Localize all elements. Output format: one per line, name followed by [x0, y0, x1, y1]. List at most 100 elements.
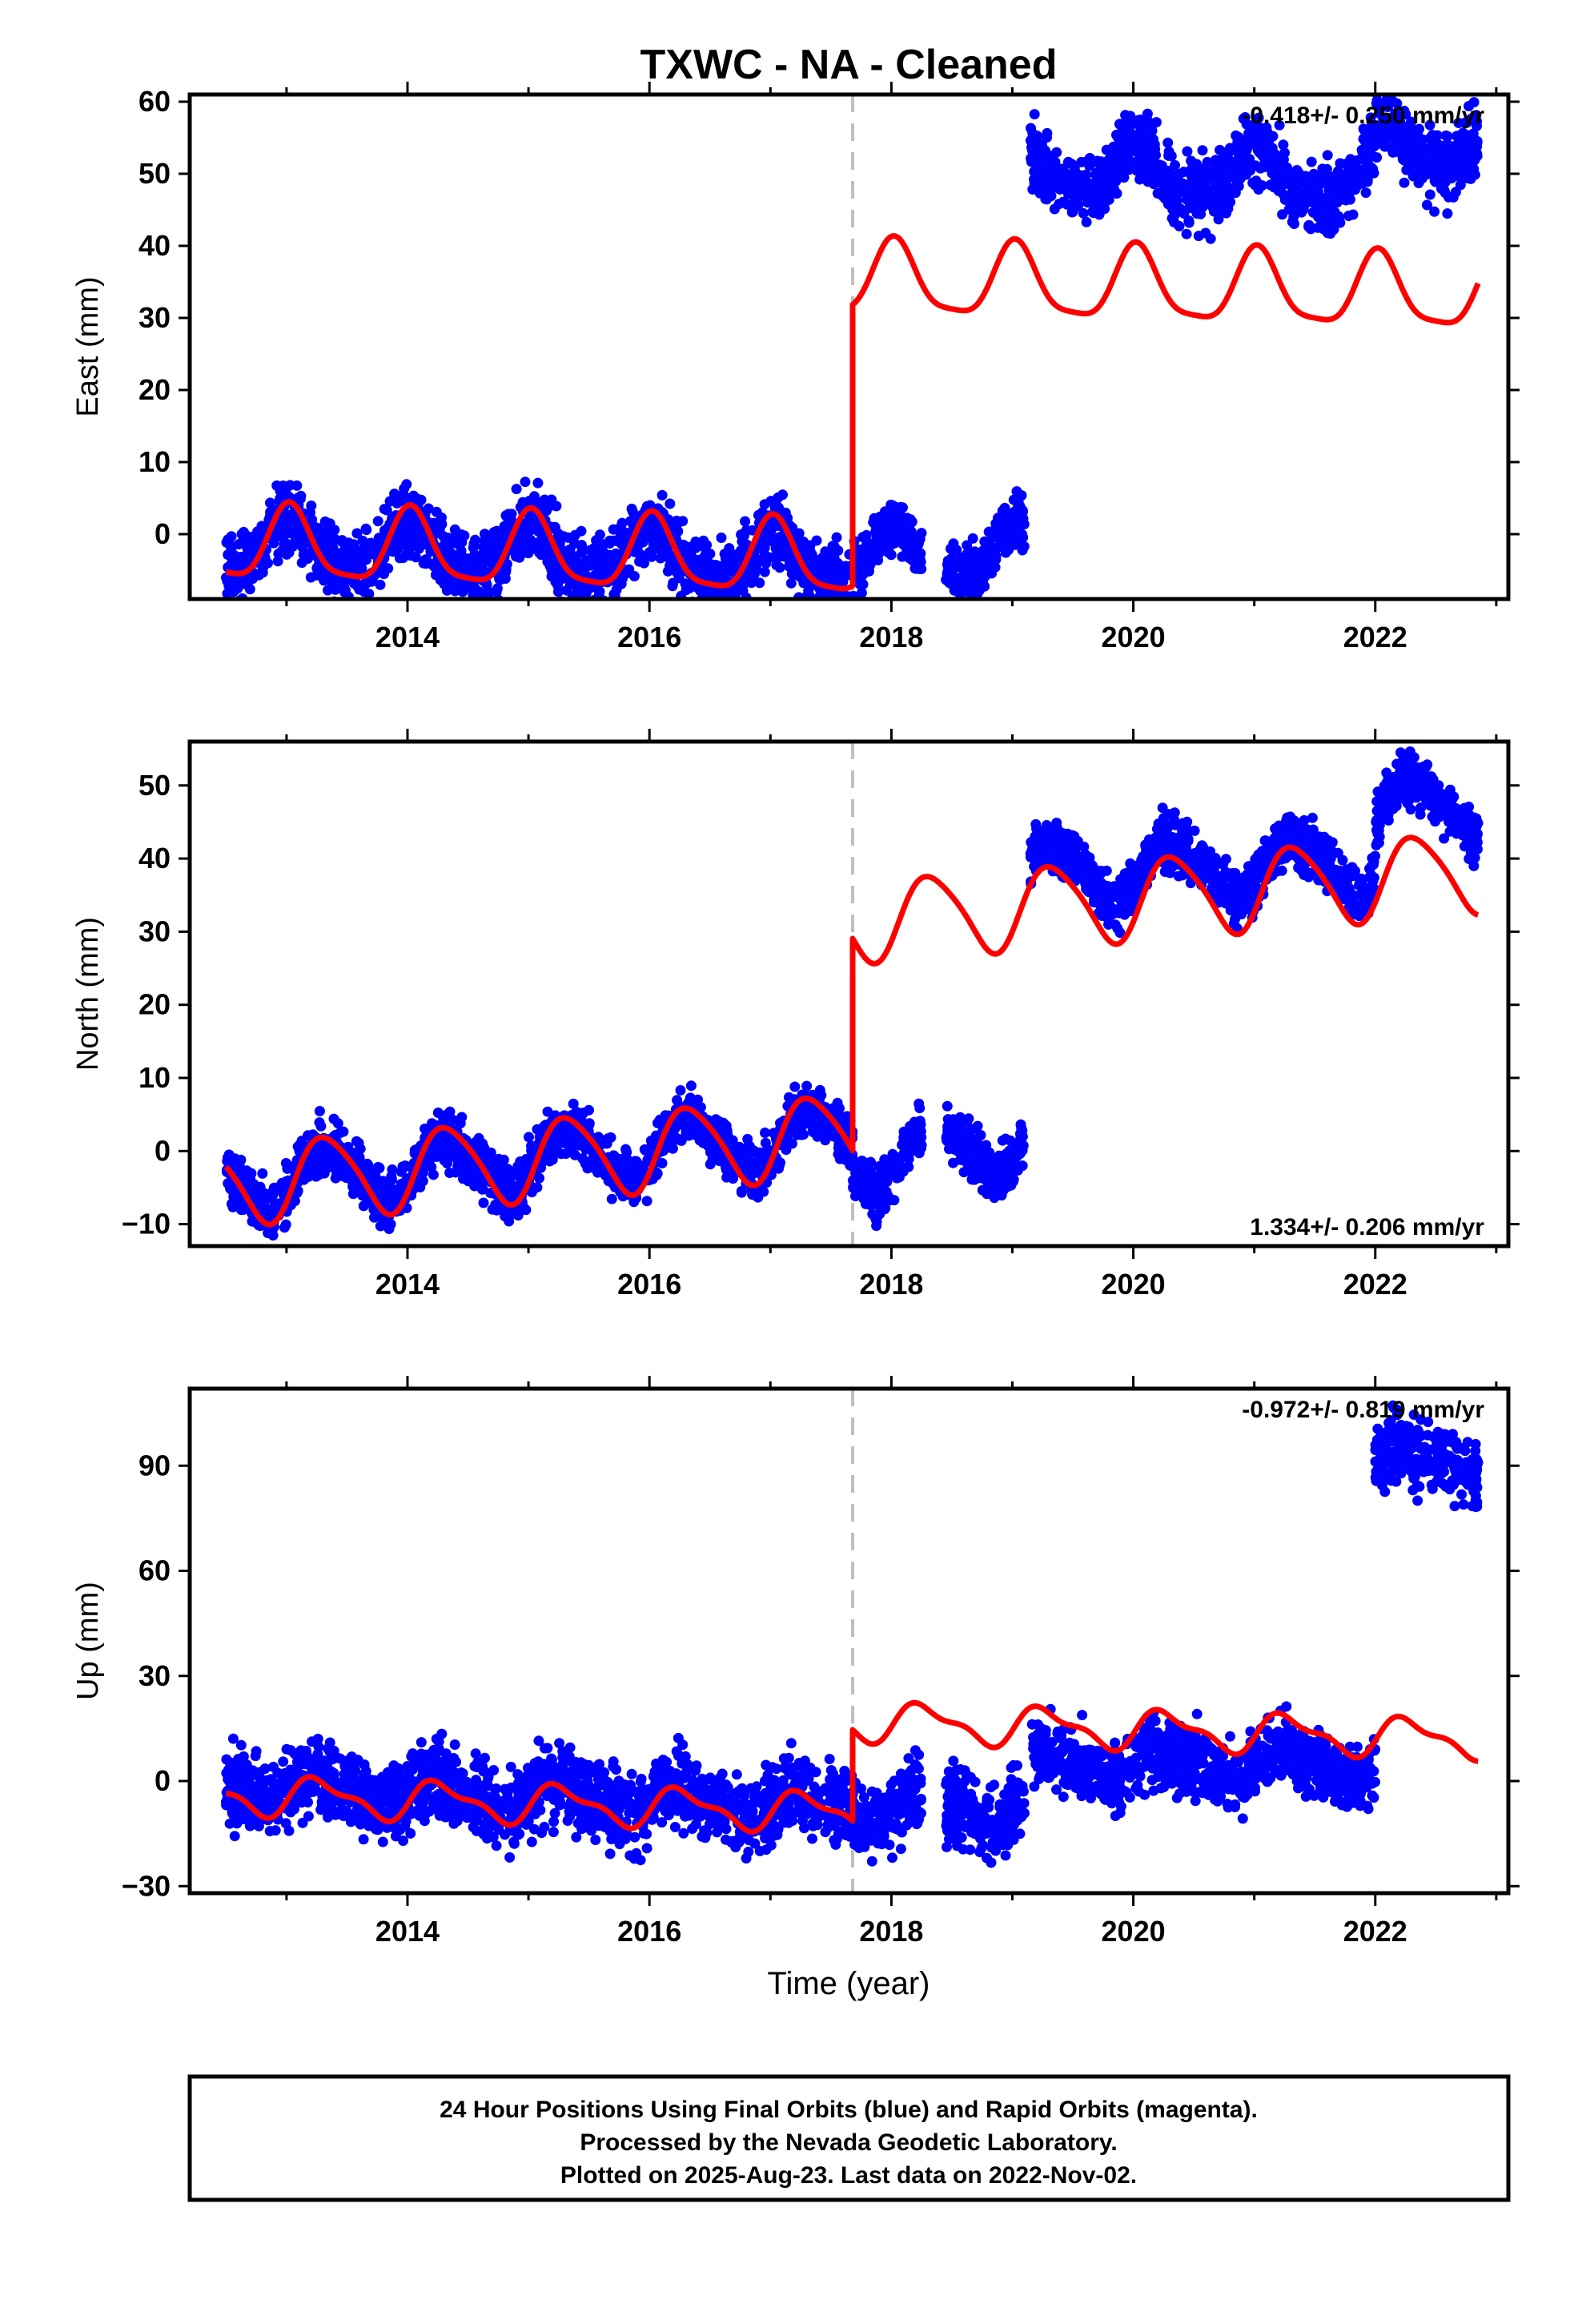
data-point	[1424, 119, 1435, 131]
data-point	[876, 545, 887, 556]
data-point	[715, 562, 726, 573]
data-point	[604, 538, 616, 549]
data-point	[573, 1140, 584, 1151]
data-point	[1305, 223, 1316, 235]
data-point	[1290, 180, 1301, 191]
data-point	[1277, 209, 1288, 220]
data-point	[1327, 223, 1339, 234]
data-point	[456, 1112, 468, 1123]
data-point	[315, 1120, 327, 1132]
data-point	[303, 553, 313, 564]
data-point	[1141, 135, 1151, 146]
data-point	[673, 526, 684, 537]
data-point	[470, 534, 480, 545]
data-point	[723, 552, 734, 563]
data-point	[703, 600, 713, 610]
data-point	[1278, 139, 1289, 151]
data-point	[1435, 147, 1447, 158]
data-point	[235, 554, 246, 565]
data-point	[777, 538, 787, 549]
data-point	[244, 584, 255, 595]
data-point	[1183, 217, 1195, 228]
plot-area	[221, 82, 1483, 613]
data-point	[685, 1080, 697, 1092]
data-point	[869, 513, 880, 524]
data-point	[239, 536, 250, 547]
data-point	[1182, 146, 1193, 157]
data-point	[1169, 217, 1180, 227]
data-point	[1036, 176, 1047, 187]
data-point	[539, 494, 550, 505]
data-point	[1283, 191, 1295, 203]
data-point	[1296, 207, 1307, 218]
data-point	[1441, 156, 1452, 167]
model-fit-line	[224, 233, 1481, 592]
data-point	[968, 589, 979, 599]
data-point	[1016, 490, 1027, 501]
data-point	[592, 538, 604, 549]
data-point	[1265, 179, 1276, 191]
y-tick-label: 40	[139, 229, 171, 262]
data-point	[1326, 173, 1337, 184]
data-point	[767, 534, 778, 545]
data-point	[1383, 82, 1393, 93]
data-point	[718, 602, 729, 613]
data-point	[1239, 112, 1251, 123]
data-point	[987, 545, 998, 557]
data-point	[702, 600, 713, 610]
data-point	[887, 516, 898, 527]
data-point	[1422, 199, 1432, 211]
data-point	[372, 516, 383, 527]
plot-area	[221, 742, 1484, 1246]
data-point	[398, 553, 408, 564]
data-point	[1182, 179, 1194, 191]
data-point	[1217, 188, 1228, 199]
data-point	[678, 547, 689, 558]
data-point	[343, 1141, 354, 1152]
data-point	[821, 551, 832, 562]
data-point	[429, 561, 440, 572]
data-point	[671, 515, 682, 526]
data-point	[950, 558, 961, 569]
chart-title: TXWC - NA - Cleaned	[640, 42, 1058, 88]
data-point	[1216, 200, 1227, 211]
data-point	[448, 533, 460, 544]
data-point	[490, 1200, 501, 1210]
data-point	[552, 1140, 563, 1151]
data-point	[1133, 164, 1144, 175]
data-point	[1070, 194, 1082, 205]
data-point	[1350, 161, 1361, 172]
data-point	[949, 542, 959, 553]
data-point	[779, 508, 790, 519]
data-point	[990, 518, 1002, 529]
data-point	[288, 524, 299, 535]
data-point	[323, 523, 334, 534]
y-tick-label: 10	[139, 445, 171, 478]
data-point	[865, 554, 877, 565]
data-point	[260, 557, 271, 568]
data-point	[1233, 181, 1244, 191]
data-point	[1231, 130, 1242, 141]
data-point	[672, 1095, 683, 1106]
y-tick-label: 50	[139, 157, 171, 190]
data-point	[758, 1186, 769, 1197]
data-point	[1133, 115, 1143, 126]
data-point	[1043, 170, 1054, 181]
data-point	[768, 552, 779, 563]
data-point	[1377, 99, 1388, 111]
y-tick-label: 30	[139, 301, 171, 334]
data-point	[1081, 216, 1092, 227]
data-point	[490, 553, 500, 564]
data-point	[584, 1104, 594, 1116]
data-point	[546, 571, 557, 582]
data-point	[1018, 513, 1029, 525]
data-point	[334, 1160, 345, 1172]
data-point	[524, 1132, 534, 1143]
data-point	[238, 526, 249, 537]
data-point	[759, 566, 770, 577]
data-point	[520, 476, 531, 488]
data-point	[1371, 152, 1383, 163]
data-point	[665, 498, 676, 509]
data-point	[1218, 172, 1229, 183]
data-point	[1464, 101, 1475, 111]
